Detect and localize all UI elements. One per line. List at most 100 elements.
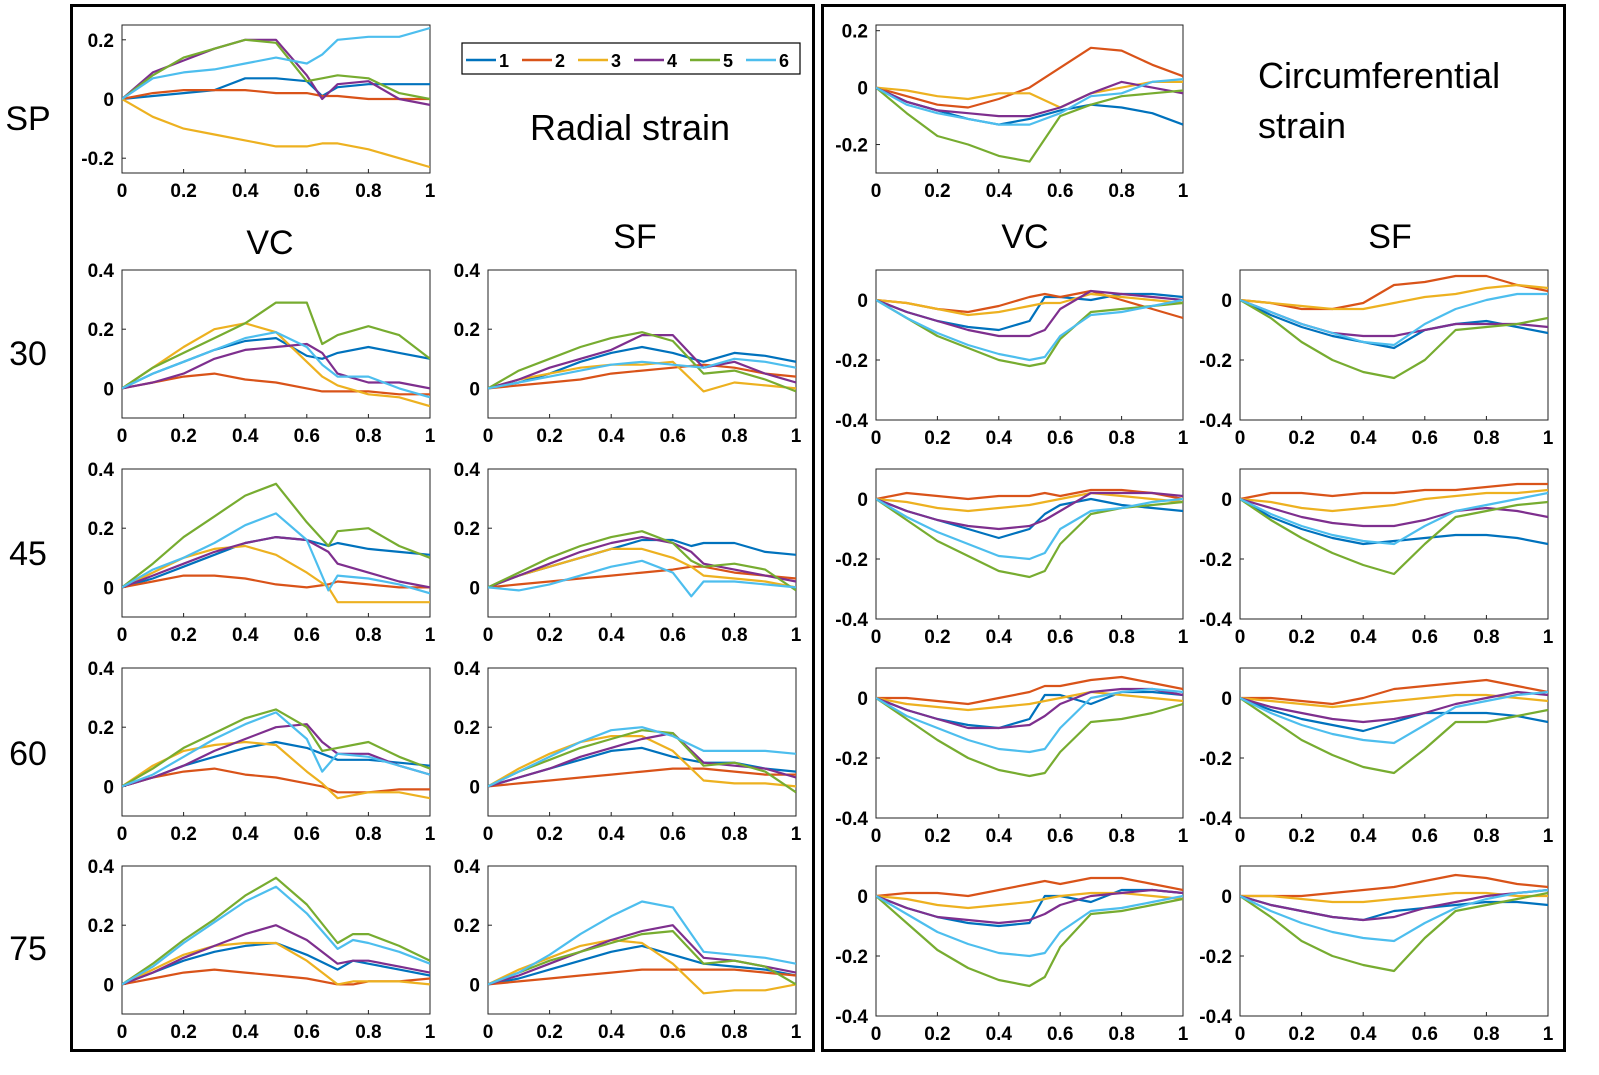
series-group: [1240, 678, 1548, 775]
series-line-4: [1240, 690, 1548, 724]
panel-rad-vc-30: 0 0.2 0.4 0.6 0.8 1 0 0.2 0.4: [88, 261, 436, 447]
series-line-4: [876, 289, 1183, 338]
legend-label-6: 6: [779, 51, 789, 71]
series-line-2: [1240, 482, 1548, 501]
series-line-2: [122, 372, 430, 396]
y-tick-label: -0.2: [1199, 947, 1232, 968]
series-line-6: [122, 331, 430, 399]
x-tick-label: 0.4: [598, 1022, 625, 1043]
y-tick-label: -0.2: [835, 351, 868, 372]
series-line-3: [876, 292, 1183, 317]
x-tick-label: 0.4: [598, 824, 625, 845]
y-tick-label: 0.2: [454, 320, 480, 341]
series-line-5: [122, 38, 430, 101]
x-tick-label: 1: [1543, 1024, 1554, 1045]
panel-circ-vc-30: 0 0.2 0.4 0.6 0.8 1 -0.4 -0.2 0: [835, 269, 1189, 449]
series-line-2: [488, 363, 796, 390]
y-tick-label: 0.2: [454, 718, 480, 739]
x-tick-label: 0: [117, 824, 128, 845]
series-group: [876, 876, 1183, 988]
y-tick-label: 0.2: [454, 916, 480, 937]
series-group: [1240, 482, 1548, 576]
y-tick-label: 0: [469, 975, 480, 996]
series-line-6: [1240, 690, 1548, 745]
y-tick-label: -0.4: [835, 411, 868, 432]
x-tick-label: 0.4: [232, 181, 259, 202]
y-tick-label: -0.4: [1199, 1007, 1232, 1028]
series-line-2: [122, 574, 430, 589]
x-tick-label: 0.6: [294, 181, 320, 202]
x-tick-label: 0.2: [924, 181, 950, 202]
x-tick-label: 1: [425, 181, 436, 202]
column-label-radial-sf: SF: [613, 218, 656, 256]
x-tick-label: 0.8: [1473, 1024, 1499, 1045]
series-line-3: [876, 80, 1183, 109]
y-tick-label: 0.4: [454, 460, 481, 481]
x-tick-label: 0: [871, 826, 882, 847]
y-tick-label: 0: [469, 578, 480, 599]
series-line-6: [1240, 491, 1548, 546]
x-tick-label: 0.2: [924, 826, 950, 847]
x-tick-label: 0.6: [1412, 826, 1438, 847]
series-group: [122, 26, 430, 169]
x-tick-label: 0.2: [924, 627, 950, 648]
y-tick-label: 0: [1221, 490, 1232, 511]
x-tick-label: 0.8: [355, 1022, 381, 1043]
series-line-5: [876, 299, 1183, 368]
row-label-60: 60: [9, 735, 47, 773]
x-tick-label: 0.4: [986, 428, 1013, 449]
series-group: [488, 726, 796, 794]
axes-box: [875, 24, 1184, 174]
x-tick-label: 0.4: [1350, 1024, 1377, 1045]
x-tick-label: 0.2: [170, 824, 196, 845]
x-tick-label: 0.8: [1108, 826, 1134, 847]
y-tick-label: 0.2: [454, 519, 480, 540]
axes-box: [487, 865, 797, 1015]
series-line-2: [488, 565, 796, 589]
x-tick-label: 0.8: [355, 181, 381, 202]
series-line-4: [122, 924, 430, 986]
y-tick-label: -0.2: [81, 149, 114, 170]
x-tick-label: 1: [1543, 826, 1554, 847]
y-tick-label: 0.4: [454, 659, 481, 680]
x-tick-label: 0.2: [1288, 826, 1314, 847]
series-group: [488, 331, 796, 393]
x-tick-label: 0.8: [1473, 627, 1499, 648]
series-line-3: [488, 547, 796, 589]
y-tick-label: 0: [103, 777, 114, 798]
panel-circ-vc-60: 0 0.2 0.4 0.6 0.8 1 -0.4 -0.2 0: [835, 667, 1189, 847]
series-line-2: [1240, 274, 1548, 311]
x-tick-label: 0.6: [294, 426, 320, 447]
series-line-2: [122, 88, 430, 101]
series-line-5: [876, 697, 1183, 778]
y-tick-label: 0.2: [88, 31, 114, 52]
series-line-3: [1240, 488, 1548, 513]
series-line-2: [1240, 678, 1548, 706]
x-tick-label: 0.2: [1288, 1024, 1314, 1045]
x-tick-label: 0.8: [1473, 826, 1499, 847]
series-line-4: [488, 535, 796, 589]
y-tick-label: 0.4: [88, 659, 115, 680]
legend-label-5: 5: [723, 51, 733, 71]
series-line-5: [122, 482, 430, 589]
x-tick-label: 0: [117, 625, 128, 646]
y-tick-label: -0.2: [835, 749, 868, 770]
x-tick-label: 0.8: [721, 824, 747, 845]
x-tick-label: 0: [871, 627, 882, 648]
series-group: [122, 482, 430, 604]
panel-circ-sf-30: 0 0.2 0.4 0.6 0.8 1 -0.4 -0.2 0: [1199, 269, 1554, 449]
x-tick-label: 0.2: [536, 824, 562, 845]
legend-label-3: 3: [611, 51, 621, 71]
series-line-5: [1240, 697, 1548, 775]
x-tick-label: 0.8: [1108, 428, 1134, 449]
y-tick-label: -0.2: [1199, 749, 1232, 770]
x-tick-label: 0.6: [294, 625, 320, 646]
series-line-6: [876, 687, 1183, 754]
legend-label-1: 1: [499, 51, 509, 71]
panel-rad-sf-75: 0 0.2 0.4 0.6 0.8 1 0 0.2 0.4: [454, 857, 802, 1043]
y-tick-label: -0.4: [1199, 411, 1232, 432]
y-tick-label: 0.2: [88, 519, 114, 540]
x-tick-label: 0: [483, 426, 494, 447]
x-tick-label: 0.4: [1350, 428, 1377, 449]
x-tick-label: 0.8: [1108, 181, 1134, 202]
